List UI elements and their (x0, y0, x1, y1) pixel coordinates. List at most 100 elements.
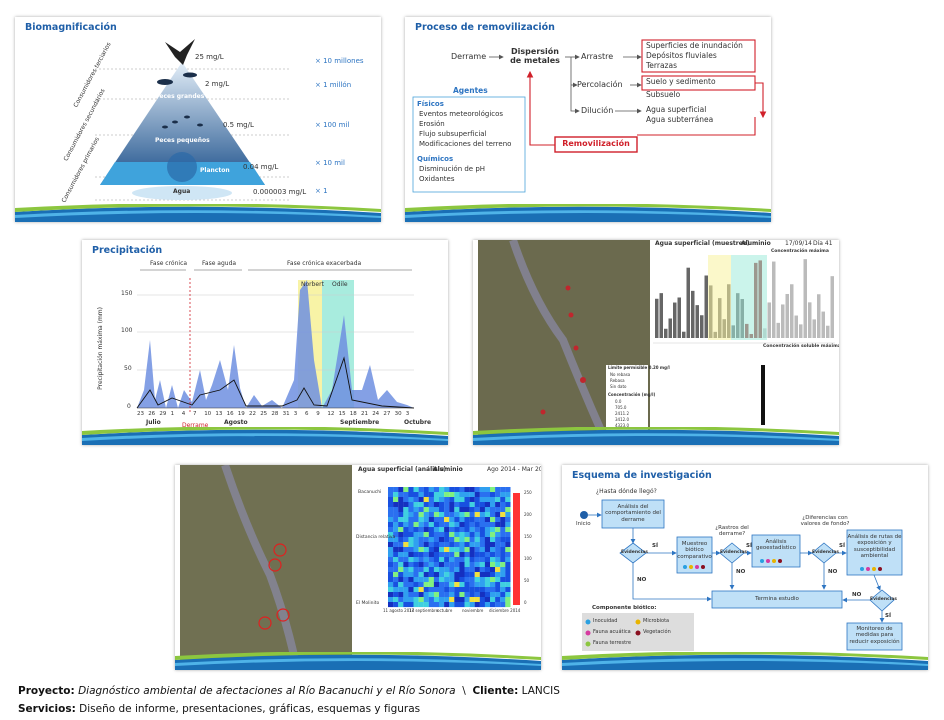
heat-cell (459, 502, 465, 508)
heat-cell (505, 562, 511, 568)
heat-cell (490, 602, 496, 608)
shape (711, 590, 843, 609)
heat-cell (403, 592, 409, 598)
heat-cell (464, 517, 470, 523)
heat-cell (500, 552, 506, 558)
shape (866, 567, 870, 571)
heat-cell (444, 552, 450, 558)
heat-cell (403, 507, 409, 513)
x-tick-label: 18 (349, 411, 357, 417)
heat-cell (398, 492, 404, 498)
heat-cell (428, 502, 434, 508)
heat-cell (393, 547, 399, 553)
heat-cell (459, 577, 465, 583)
heat-cell (393, 532, 399, 538)
bar (808, 302, 812, 338)
heat-cell (398, 487, 404, 493)
heat-cell (439, 487, 445, 493)
heat-cell (433, 557, 440, 563)
heat-cell (444, 542, 450, 548)
heat-cell (484, 547, 491, 553)
heat-cell (495, 582, 501, 588)
shape (689, 565, 693, 569)
heat-cell (449, 522, 455, 528)
bar (794, 315, 798, 338)
heat-cell (444, 572, 450, 578)
heat-cell (459, 522, 465, 528)
bar (803, 259, 807, 338)
x-tick-label: 13 (215, 411, 223, 417)
heat-cell (423, 502, 429, 508)
text-label: Químicos (417, 155, 454, 163)
heat-cell (413, 537, 419, 543)
heat-cell (423, 507, 429, 513)
shape (580, 377, 586, 383)
text-label: Septiembre (340, 419, 380, 426)
band (708, 255, 731, 340)
heat-cell (484, 587, 491, 593)
x-tick-label: 23 (137, 411, 144, 417)
heat-cell (484, 497, 491, 503)
heat-cell (479, 542, 485, 548)
shape (846, 622, 903, 651)
shape (568, 312, 574, 318)
heat-cell (388, 597, 394, 603)
text-label: Monitoreo de medidas para reducir exposi… (849, 626, 900, 645)
heat-cell (500, 577, 506, 583)
heat-cell (474, 552, 480, 558)
shape (473, 427, 839, 445)
heat-cell (459, 497, 465, 503)
shape (635, 630, 641, 636)
bar (677, 297, 681, 338)
heat-cell (439, 592, 445, 598)
heat-cell (388, 502, 394, 508)
heat-cell (479, 512, 485, 518)
heat-cell (490, 557, 496, 563)
heat-cell (500, 582, 506, 588)
heat-cell (454, 592, 460, 598)
heat-cell (484, 542, 491, 548)
heat-cell (408, 592, 414, 598)
heat-cell (433, 497, 440, 503)
text-label: 200 (524, 512, 532, 517)
heat-cell (449, 502, 455, 508)
footer-project: Proyecto: Diagnóstico ambiental de afect… (18, 685, 560, 697)
heat-cell (454, 572, 460, 578)
heat-cell (398, 602, 404, 608)
x-tick-label: 19 (237, 411, 245, 417)
text-label: Proceso de removilización (415, 22, 555, 33)
heat-cell (505, 497, 511, 503)
heat-cell (495, 502, 501, 508)
shape (183, 72, 197, 78)
heat-cell (500, 587, 506, 593)
heat-cell (459, 507, 465, 513)
text-label: × 10 millones (315, 57, 364, 65)
heat-cell (449, 582, 455, 588)
heat-cell (388, 592, 394, 598)
text-label: 250 (524, 490, 532, 495)
heat-cell (449, 567, 455, 573)
heat-cell (393, 592, 399, 598)
heat-cell (439, 567, 445, 573)
heat-cell (423, 537, 429, 543)
text-label: Subsuelo (646, 90, 681, 99)
shape (637, 117, 756, 136)
heat-cell (484, 532, 491, 538)
heat-cell (459, 602, 465, 608)
text-label: Muestreo biótico comparativo (677, 541, 712, 560)
text-label: Evidencias (870, 597, 897, 602)
slide-analysis: Agua superficial (análisis) Aluminio Ago… (175, 465, 541, 670)
heat-cell (423, 492, 429, 498)
heat-cell (474, 527, 480, 533)
heat-cell (479, 547, 485, 553)
text-label: SÍ (652, 543, 659, 549)
heat-cell (505, 557, 511, 563)
shape (197, 123, 203, 127)
heat-cell (490, 572, 496, 578)
heat-cell (495, 562, 501, 568)
heat-cell (413, 527, 419, 533)
heat-cell (479, 517, 485, 523)
heat-cell (433, 527, 440, 533)
heat-cell (490, 492, 496, 498)
shape (872, 567, 876, 571)
